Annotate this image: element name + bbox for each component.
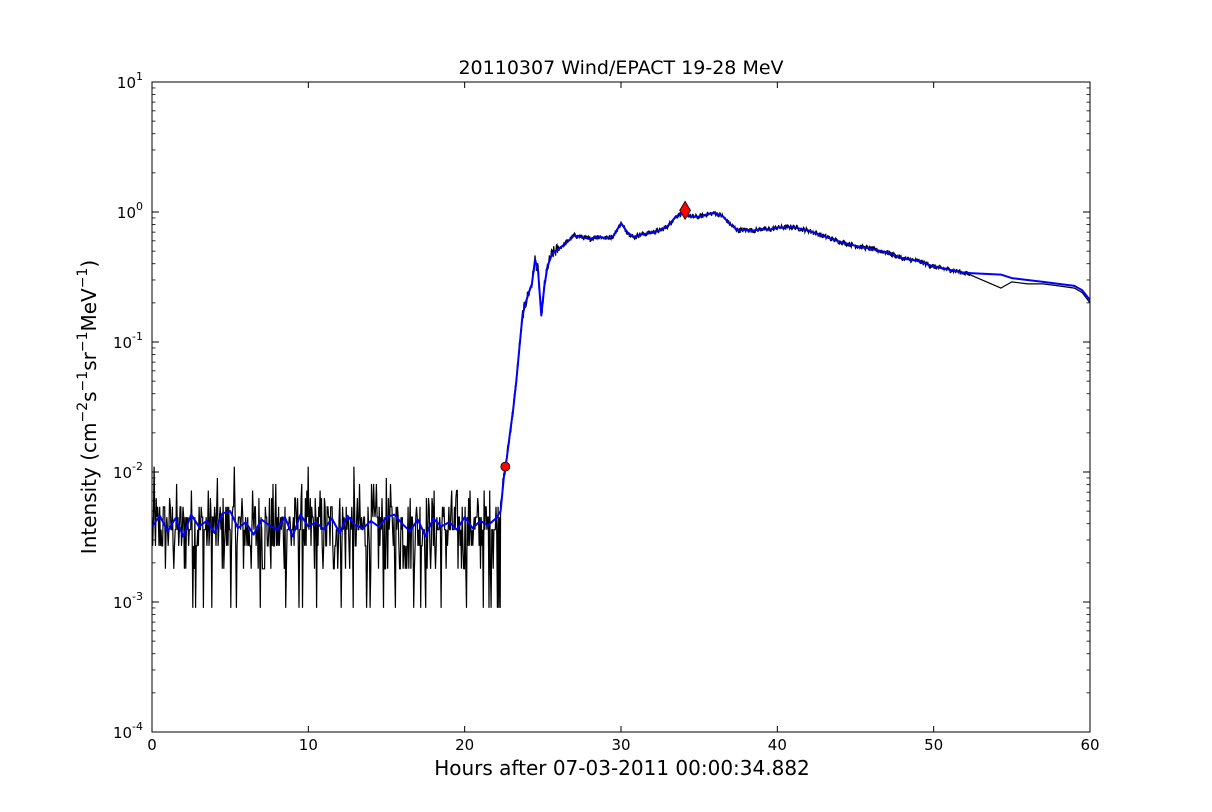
x-tick-label: 40 <box>768 736 787 754</box>
y-tick-label: 10-3 <box>113 590 143 612</box>
x-tick-label: 20 <box>455 736 474 754</box>
series-layer <box>152 207 1090 608</box>
y-tick-label: 10-1 <box>113 330 143 352</box>
marker-layer <box>500 200 691 472</box>
x-tick-label: 30 <box>611 736 630 754</box>
y-tick-label: 100 <box>117 200 143 222</box>
y-tick-label: 10-2 <box>113 460 143 482</box>
y-axis: 10-4 10-3 10-2 10-1 100 101 <box>113 70 1090 742</box>
marker-peak <box>679 200 691 221</box>
y-axis-label: Intensity (cm−2s−1sr−1MeV−1) <box>75 260 101 554</box>
x-axis: 0 10 20 30 40 50 60 <box>147 82 1100 754</box>
x-tick-label: 0 <box>147 736 157 754</box>
x-tick-label: 50 <box>924 736 943 754</box>
series-smoothed-line <box>152 211 1090 538</box>
x-tick-label: 60 <box>1080 736 1099 754</box>
y-tick-label: 10-4 <box>113 720 143 742</box>
chart-title: 20110307 Wind/EPACT 19-28 MeV <box>458 57 783 79</box>
x-tick-label: 10 <box>299 736 318 754</box>
y-tick-label: 101 <box>117 70 143 92</box>
x-axis-label: Hours after 07-03-2011 00:00:34.882 <box>434 756 810 780</box>
marker-onset <box>500 461 511 472</box>
